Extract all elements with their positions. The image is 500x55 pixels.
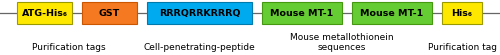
FancyBboxPatch shape xyxy=(147,2,252,24)
FancyBboxPatch shape xyxy=(82,2,137,24)
Text: Mouse MT-1: Mouse MT-1 xyxy=(270,9,334,17)
Text: Purification tag: Purification tag xyxy=(428,43,496,52)
Text: RRRQRRKRRRQ: RRRQRRKRRRQ xyxy=(159,9,240,17)
FancyBboxPatch shape xyxy=(442,2,482,24)
FancyBboxPatch shape xyxy=(262,2,342,24)
FancyBboxPatch shape xyxy=(17,2,72,24)
Text: Purification tags: Purification tags xyxy=(32,43,106,52)
Text: GST: GST xyxy=(99,9,120,17)
Text: ATG-His₆: ATG-His₆ xyxy=(22,9,68,17)
Text: Mouse MT-1: Mouse MT-1 xyxy=(360,9,424,17)
FancyBboxPatch shape xyxy=(352,2,432,24)
Text: Cell-penetrating-peptide: Cell-penetrating-peptide xyxy=(143,43,255,52)
Text: Mouse metallothionein
sequences: Mouse metallothionein sequences xyxy=(290,33,394,52)
Text: His₆: His₆ xyxy=(452,9,472,17)
